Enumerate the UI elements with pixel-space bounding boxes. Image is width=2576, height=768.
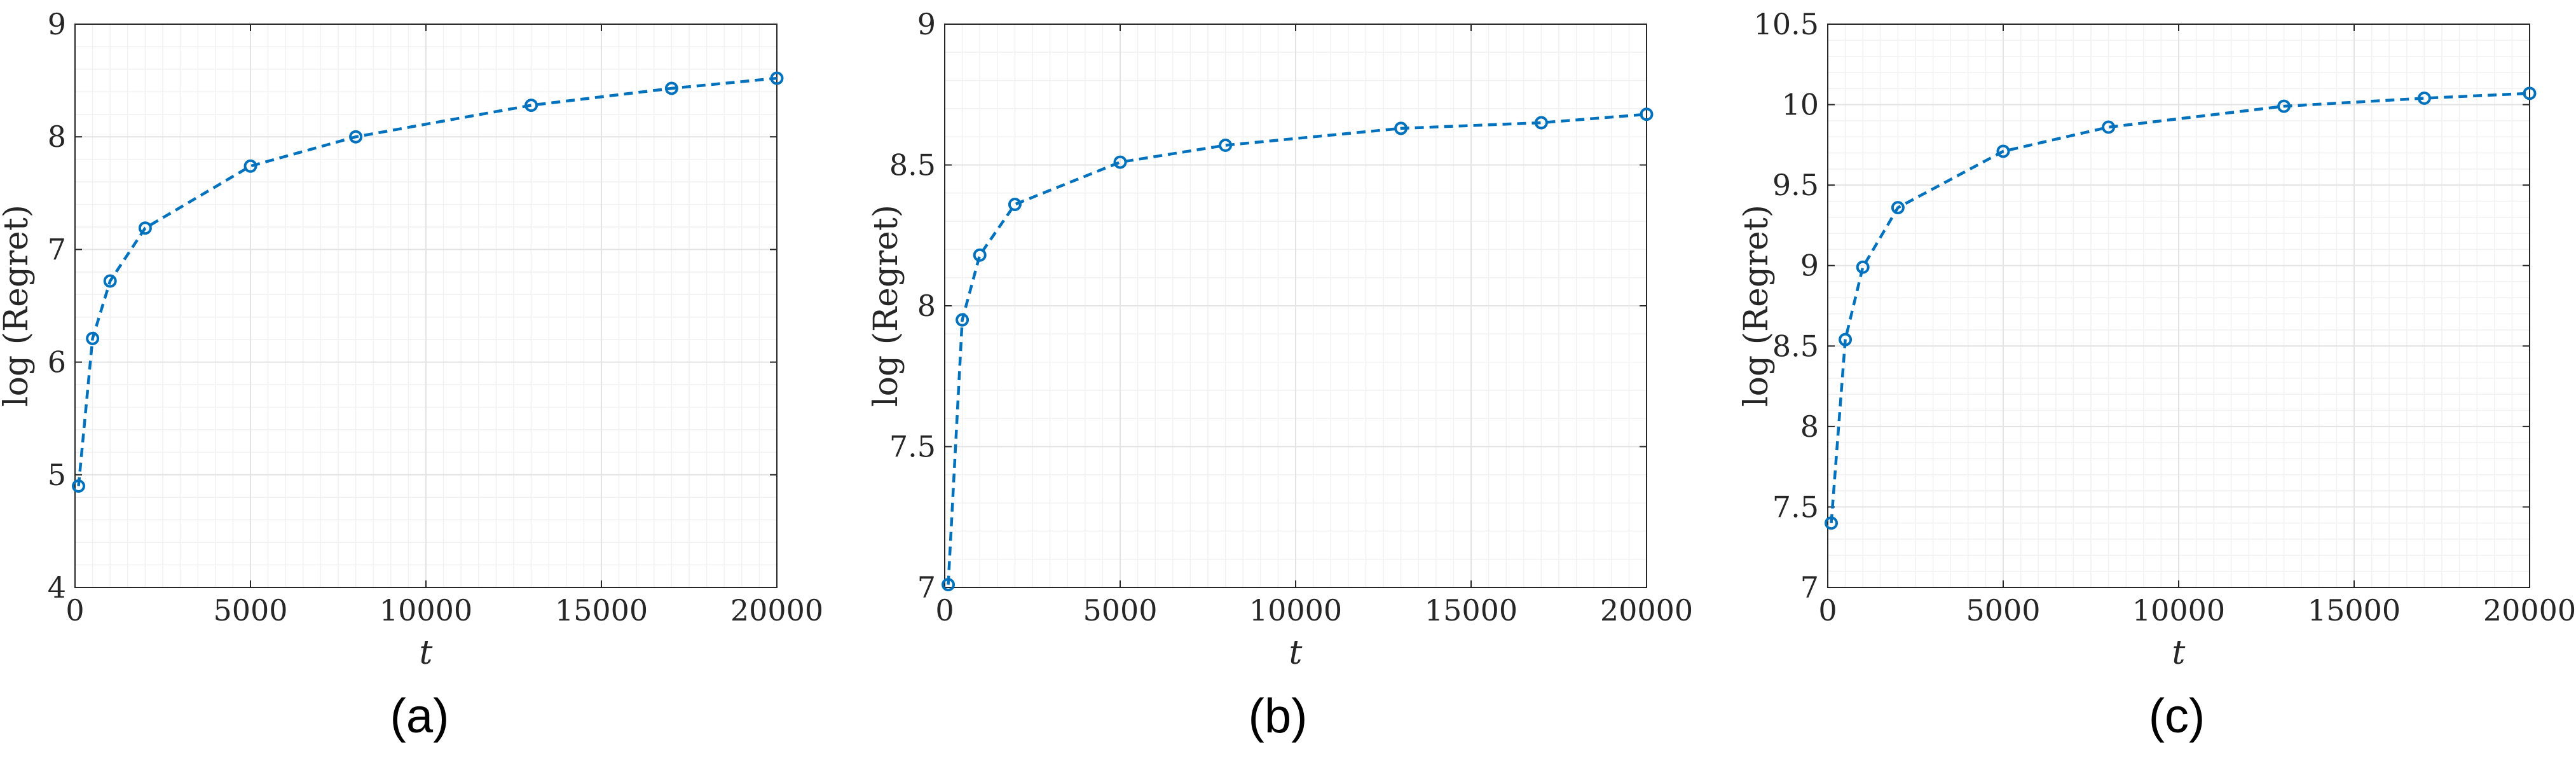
data-point <box>956 313 969 327</box>
data-point <box>1008 198 1022 212</box>
y-tick-label: 8.5 <box>1772 329 1819 363</box>
data-point <box>72 479 86 493</box>
y-tick-label: 7 <box>48 232 66 266</box>
data-point <box>1394 121 1408 135</box>
x-tick-label: 20000 <box>2483 593 2576 627</box>
y-tick-label: 8 <box>1800 409 1819 444</box>
y-tick-label: 6 <box>48 345 66 380</box>
x-tick-label: 15000 <box>1425 593 1518 627</box>
x-tick-label: 15000 <box>555 593 648 627</box>
y-tick-label: 5 <box>48 458 66 492</box>
data-point <box>1825 516 1839 530</box>
y-tick-label: 7 <box>1800 570 1819 605</box>
y-tick-label: 10 <box>1781 88 1819 122</box>
y-tick-label: 8.5 <box>889 148 936 182</box>
y-tick-label: 7.5 <box>1772 490 1819 524</box>
y-axis-label: log (Regret) <box>1737 205 1776 407</box>
y-tick-label: 9 <box>1800 249 1819 283</box>
data-point <box>2277 99 2291 113</box>
data-point <box>1856 260 1870 274</box>
subfigure-caption: (c) <box>2149 689 2205 743</box>
x-axis-label: t <box>1289 634 1303 672</box>
y-axis-label: log (Regret) <box>0 205 36 407</box>
data-point <box>2417 91 2431 105</box>
data-point <box>243 159 257 173</box>
x-tick-label: 0 <box>935 593 954 627</box>
y-tick-label: 7 <box>917 570 936 605</box>
data-point <box>2102 120 2116 134</box>
y-axis-label: log (Regret) <box>867 205 905 407</box>
data-point <box>1113 155 1127 169</box>
grid <box>944 24 1647 588</box>
series-line <box>1830 92 2530 523</box>
subfigure-caption: (b) <box>1249 689 1308 743</box>
y-tick-label: 9 <box>48 7 66 41</box>
data-point <box>1640 107 1654 121</box>
x-tick-label: 20000 <box>1600 593 1693 627</box>
data-point <box>1219 138 1233 152</box>
x-tick-label: 20000 <box>730 593 823 627</box>
x-tick-label: 15000 <box>2308 593 2401 627</box>
data-point <box>942 578 956 592</box>
series-line <box>947 113 1647 585</box>
y-tick-label: 10.5 <box>1754 7 1819 41</box>
chart-panel-a: 0 5000 10000 15000 20000 4 5 6 7 8 9 t log (Regret) (… <box>0 7 823 743</box>
chart-panel-c: 0 5000 10000 15000 20000 7 7.5 8 8.5 9 9.5 10 10.5 t l… <box>1737 7 2576 743</box>
y-tick-label: 8 <box>48 120 66 154</box>
y-tick-label: 8 <box>917 289 936 323</box>
grid <box>74 24 778 588</box>
x-tick-label: 10000 <box>1249 593 1342 627</box>
grid <box>1827 24 2530 588</box>
chart-panel-b: 0 5000 10000 15000 20000 7 7.5 8 8.5 9 t log (Regre… <box>867 7 1693 743</box>
y-tick-label: 7.5 <box>889 430 936 464</box>
data-point <box>1534 116 1548 130</box>
x-tick-label: 10000 <box>2132 593 2225 627</box>
x-axis-label: t <box>420 634 433 672</box>
data-point <box>86 331 100 345</box>
data-point <box>2523 86 2537 100</box>
subfigure-caption: (a) <box>390 689 449 743</box>
x-tick-label: 5000 <box>213 593 287 627</box>
x-tick-label: 10000 <box>380 593 472 627</box>
x-tick-label: 5000 <box>1083 593 1157 627</box>
series-line <box>77 76 778 486</box>
data-point <box>138 221 152 235</box>
y-tick-label: 9 <box>917 7 936 41</box>
data-point <box>973 248 987 262</box>
x-tick-label: 0 <box>1818 593 1837 627</box>
data-point <box>103 274 117 288</box>
data-point <box>524 99 538 113</box>
data-point <box>1839 333 1853 346</box>
x-tick-label: 0 <box>65 593 84 627</box>
x-tick-label: 5000 <box>1966 593 2040 627</box>
data-point <box>1996 144 2010 158</box>
data-point <box>664 81 678 95</box>
y-tick-label: 4 <box>48 570 66 605</box>
data-point <box>1891 201 1905 215</box>
y-tick-label: 9.5 <box>1772 168 1819 202</box>
data-point <box>349 130 363 144</box>
x-axis-label: t <box>2172 634 2186 672</box>
data-point <box>770 71 784 85</box>
